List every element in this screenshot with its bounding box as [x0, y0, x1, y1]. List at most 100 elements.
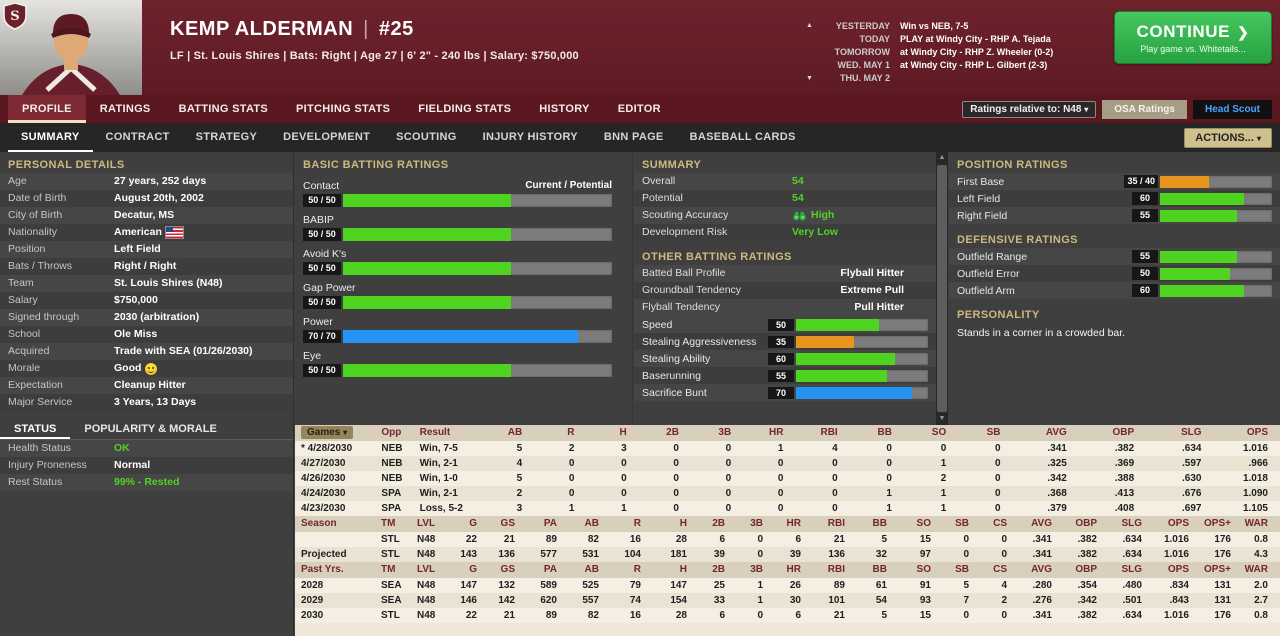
column-header[interactable]: LVL	[411, 562, 451, 578]
column-header[interactable]: GS	[489, 562, 527, 578]
column-header[interactable]: AVG	[1019, 516, 1064, 532]
stats-row[interactable]: 4/24/2030 SPA Win, 2-1 2 0 0 0 0 0 0 1 1 0.368.413.6…	[295, 486, 1280, 501]
column-header[interactable]: BB	[857, 516, 899, 532]
tab-summary[interactable]: SUMMARY	[8, 123, 93, 152]
column-header[interactable]: G	[451, 562, 489, 578]
column-header[interactable]: SLG	[1109, 516, 1154, 532]
tab-scouting[interactable]: SCOUTING	[396, 131, 457, 143]
column-header[interactable]: OBP	[1064, 516, 1109, 532]
tab-pitching-stats[interactable]: PITCHING STATS	[296, 103, 391, 115]
column-header[interactable]: RBI	[813, 562, 857, 578]
chevron-up-icon[interactable]: ▲	[806, 22, 813, 29]
head-scout-button[interactable]: Head Scout	[1192, 99, 1272, 119]
column-header[interactable]: H	[653, 562, 699, 578]
column-header[interactable]: R	[611, 516, 653, 532]
column-header[interactable]: LVL	[411, 516, 451, 532]
column-header[interactable]: SB	[943, 562, 981, 578]
column-header[interactable]: RBI	[795, 425, 850, 441]
column-header[interactable]: CS	[981, 516, 1019, 532]
stats-row[interactable]: 4/27/2030 NEB Win, 2-1 4 0 0 0 0 0 0 0 1 0.325.369.5…	[295, 456, 1280, 471]
column-header[interactable]: SO	[903, 425, 959, 441]
scroll-up-icon[interactable]: ▲	[938, 154, 946, 161]
column-header[interactable]: AB	[569, 516, 611, 532]
column-header[interactable]: OBP	[1078, 425, 1147, 441]
column-header[interactable]: R	[611, 562, 653, 578]
column-header[interactable]: AVG	[1012, 425, 1079, 441]
column-header[interactable]: SLG	[1146, 425, 1214, 441]
column-header[interactable]: BB	[849, 425, 904, 441]
stats-row[interactable]: 2028 SEA N48 147 132 589 525 79 147 25 1 26 89 61 91 5 4…	[295, 578, 1280, 593]
column-header[interactable]: AB	[569, 562, 611, 578]
scrollbar-thumb[interactable]	[937, 165, 947, 412]
column-header[interactable]: R	[534, 425, 587, 441]
column-header[interactable]: SO	[899, 562, 943, 578]
column-header[interactable]: GS	[489, 516, 527, 532]
stats-row[interactable]: 4/23/2030 SPA Loss, 5-2 3 1 1 0 0 0 0 1 1 0.379.408.…	[295, 501, 1280, 516]
column-header[interactable]: HR	[775, 562, 813, 578]
column-header[interactable]: WAR	[1243, 516, 1280, 532]
tab-injury-history[interactable]: INJURY HISTORY	[482, 131, 578, 143]
column-header[interactable]: 2B	[699, 562, 737, 578]
actions-button[interactable]: ACTIONS... ▾	[1184, 127, 1272, 148]
column-header[interactable]: OPS	[1213, 425, 1280, 441]
column-header[interactable]: 2B	[638, 425, 691, 441]
stats-row[interactable]: Projected STL N48 143 136 577 531 104 181 39 0 39 13…	[295, 547, 1280, 562]
column-header[interactable]: AB	[487, 425, 535, 441]
column-header[interactable]: 2B	[699, 516, 737, 532]
stats-row[interactable]: * 4/28/2030 NEB Win, 7-5 5 2 3 0 0 1 4 0 0 0.341.382…	[295, 441, 1280, 456]
column-header[interactable]: Opp	[375, 425, 414, 441]
column-header[interactable]: PA	[527, 562, 569, 578]
column-header[interactable]: RBI	[813, 516, 857, 532]
tab-batting-stats[interactable]: BATTING STATS	[178, 103, 269, 115]
chevron-down-icon[interactable]: ▼	[806, 75, 813, 82]
column-header[interactable]: OPS	[1154, 562, 1201, 578]
column-header[interactable]: Season	[295, 516, 375, 532]
column-header[interactable]: SB	[943, 516, 981, 532]
column-header[interactable]: TM	[375, 562, 411, 578]
stats-row[interactable]: 2030 STL N48 22 21 89 82 16 28 6 0 6 21 5 15 0 0.341.382…	[295, 608, 1280, 623]
tab-history[interactable]: HISTORY	[539, 103, 590, 115]
stats-row[interactable]: 2029 SEA N48 146 142 620 557 74 154 33 1 30 101 54 93 7…	[295, 593, 1280, 608]
column-header[interactable]: TM	[375, 516, 411, 532]
tab-fielding-stats[interactable]: FIELDING STATS	[418, 103, 512, 115]
column-header[interactable]: WAR	[1243, 562, 1280, 578]
column-header[interactable]: Result	[413, 425, 488, 441]
tab-editor[interactable]: EDITOR	[617, 103, 661, 115]
tab-contract[interactable]: CONTRACT	[105, 131, 170, 143]
continue-button[interactable]: CONTINUE ❯ Play game vs. Whitetails...	[1114, 11, 1272, 64]
column-header[interactable]: OPS	[1154, 516, 1201, 532]
column-header[interactable]: H	[586, 425, 639, 441]
column-header[interactable]: SLG	[1109, 562, 1154, 578]
stats-row[interactable]: STL N48 22 21 89 82 16 28 6 0 6 21 5 15 0 0.341.382.634…	[295, 532, 1280, 547]
column-header[interactable]: CS	[981, 562, 1019, 578]
tab-development[interactable]: DEVELOPMENT	[283, 131, 371, 143]
column-header[interactable]: 3B	[690, 425, 744, 441]
tab-popularity-morale[interactable]: POPULARITY & MORALE	[84, 423, 217, 435]
tab-strategy[interactable]: STRATEGY	[195, 131, 258, 143]
column-header[interactable]: OPS+	[1201, 516, 1243, 532]
column-header[interactable]: BB	[857, 562, 899, 578]
tab-baseball-cards[interactable]: BASEBALL CARDS	[689, 131, 796, 143]
column-header[interactable]: G	[451, 516, 489, 532]
column-header[interactable]: PA	[527, 516, 569, 532]
column-header[interactable]: 3B	[737, 562, 775, 578]
osa-ratings-button[interactable]: OSA Ratings	[1102, 99, 1187, 119]
column-header[interactable]: OPS+	[1201, 562, 1243, 578]
column-header[interactable]: H	[653, 516, 699, 532]
tab-bnn-page[interactable]: BNN PAGE	[603, 131, 664, 143]
ratings-scrollbar[interactable]: ▲ ▼	[936, 152, 948, 425]
column-header[interactable]: 3B	[737, 516, 775, 532]
column-header[interactable]: Past Yrs.	[295, 562, 375, 578]
column-header[interactable]: SB	[958, 425, 1013, 441]
column-header[interactable]: OBP	[1064, 562, 1109, 578]
stats-row[interactable]: 4/26/2030 NEB Win, 1-0 5 0 0 0 0 0 0 0 2 0.342.388.6…	[295, 471, 1280, 486]
tab-profile[interactable]: PROFILE	[8, 95, 86, 123]
scroll-down-icon[interactable]: ▼	[938, 415, 946, 422]
column-header[interactable]: HR	[775, 516, 813, 532]
column-header[interactable]: SO	[899, 516, 943, 532]
column-header[interactable]: AVG	[1019, 562, 1064, 578]
tab-status[interactable]: STATUS	[0, 418, 70, 439]
ratings-relative-dropdown[interactable]: Ratings relative to: N48 ▾	[962, 100, 1097, 118]
tab-ratings[interactable]: RATINGS	[99, 103, 151, 115]
column-header[interactable]: HR	[743, 425, 796, 441]
